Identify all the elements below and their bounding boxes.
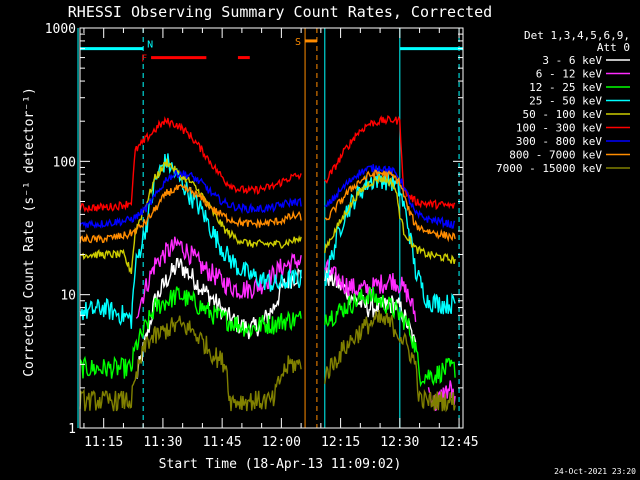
x-tick-label-1215: 12:15 [321, 435, 360, 450]
x-tick-label-1245: 12:45 [439, 435, 478, 450]
series-line-2 [79, 286, 456, 388]
series-300-800-kev [79, 164, 456, 230]
axes: 1 10 100 1000 11:15 11:30 11:45 12:00 12:15 12:30… [45, 22, 479, 450]
series-line-4 [79, 158, 456, 275]
x-tick-label-1145: 11:45 [203, 435, 242, 450]
x-tick-label-1130: 11:30 [143, 435, 182, 450]
legend-label-3: 25 - 50 keV [529, 95, 602, 108]
legend-header-line1: Det 1,3,4,5,6,9, [524, 29, 630, 42]
legend-label-0: 3 - 6 keV [542, 54, 602, 67]
legend-label-8: 7000 - 15000 keV [496, 162, 602, 175]
legend-label-7: 800 - 7000 keV [509, 149, 602, 162]
legend-label-1: 6 - 12 keV [536, 68, 603, 81]
timestamp: 24-Oct-2021 23:20 [554, 467, 636, 476]
series-line-5 [79, 114, 456, 214]
y-tick-label-1000: 1000 [45, 22, 76, 37]
y-tick-label-1: 1 [68, 422, 76, 437]
series-12-25-kev [79, 286, 456, 388]
y-axis-label: Corrected Count Rate (s⁻¹ detector⁻¹) [22, 87, 37, 377]
series-line-7 [79, 169, 456, 244]
x-tick-label-1115: 11:15 [84, 435, 123, 450]
series-100-300-kev [79, 114, 456, 214]
legend-header-line2: Att 0 [597, 41, 630, 54]
series-800-7000-kev [79, 169, 456, 244]
series-line-6 [79, 164, 456, 230]
flag-label-S: S [295, 37, 301, 48]
y-tick-label-10: 10 [60, 289, 76, 304]
plot-frame [79, 27, 464, 429]
x-tick-label-1230: 12:30 [380, 435, 419, 450]
y-tick-label-100: 100 [53, 155, 76, 170]
series-7000-15000-kev [79, 309, 456, 413]
chart-title: RHESSI Observing Summary Count Rates, Co… [68, 3, 492, 21]
series-line-8 [79, 309, 456, 413]
legend-label-2: 12 - 25 keV [529, 81, 602, 94]
flag-label-N: N [147, 40, 153, 51]
legend-label-4: 50 - 100 keV [523, 108, 603, 121]
x-axis-label: Start Time (18-Apr-13 11:09:02) [159, 457, 402, 472]
legend-label-6: 300 - 800 keV [516, 135, 602, 148]
flag-label-F: F [141, 54, 147, 65]
x-tick-label-1200: 12:00 [262, 435, 301, 450]
legend-label-5: 100 - 300 keV [516, 122, 602, 135]
series-50-100-kev [79, 158, 456, 275]
